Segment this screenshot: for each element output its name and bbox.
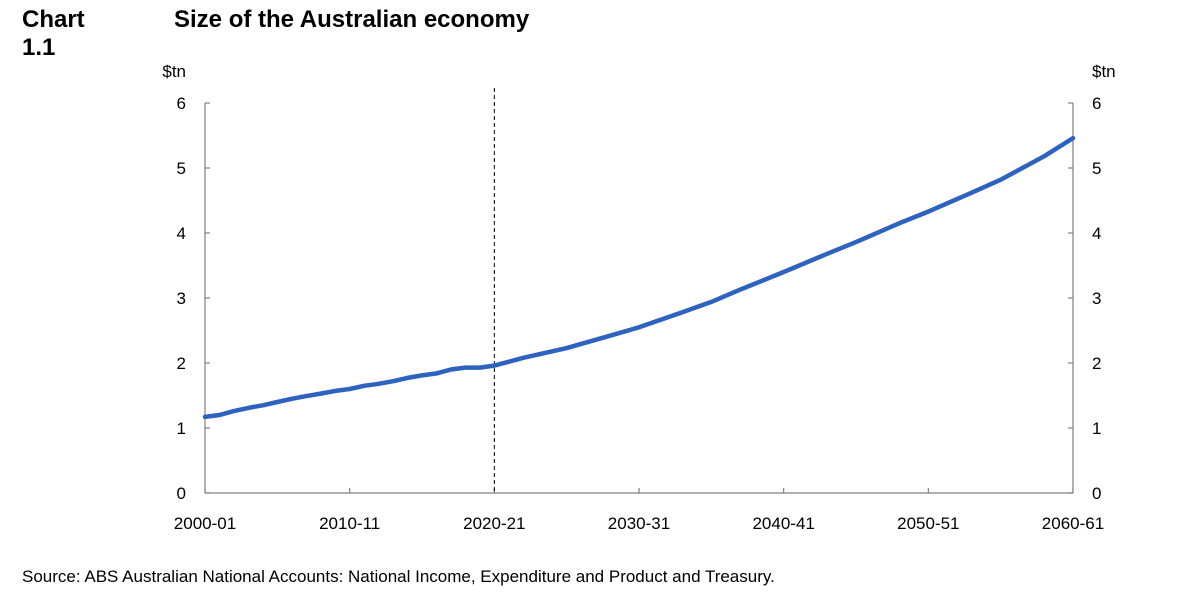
y-tick-label-left: 3 (177, 289, 186, 308)
series-line-0 (202, 135, 1076, 420)
y-axis-unit-left: $tn (162, 62, 186, 81)
y-tick-label-right: 3 (1092, 289, 1101, 308)
y-tick-label-left: 4 (177, 224, 186, 243)
y-tick-label-right: 5 (1092, 159, 1101, 178)
x-tick-label: 2050-51 (897, 514, 959, 533)
y-tick-label-left: 2 (177, 354, 186, 373)
x-tick-label: 2060-61 (1042, 514, 1104, 533)
y-axis-unit-right: $tn (1092, 62, 1116, 81)
source-note: Source: ABS Australian National Accounts… (22, 567, 775, 586)
y-tick-label-left: 1 (177, 419, 186, 438)
y-tick-label-right: 2 (1092, 354, 1101, 373)
x-tick-label: 2020-21 (463, 514, 525, 533)
y-tick-label-left: 5 (177, 159, 186, 178)
chart-number-label: Chart 1.1 (22, 6, 85, 61)
x-tick-label: 2000-01 (174, 514, 236, 533)
x-tick-label: 2030-31 (608, 514, 670, 533)
y-tick-label-right: 6 (1092, 94, 1101, 113)
y-tick-label-right: 4 (1092, 224, 1101, 243)
y-tick-label-right: 0 (1092, 484, 1101, 503)
x-tick-label: 2040-41 (752, 514, 814, 533)
y-tick-label-right: 1 (1092, 419, 1101, 438)
y-tick-label-left: 6 (177, 94, 186, 113)
chart-title: Size of the Australian economy (174, 6, 530, 33)
line-chart: 0 0 1 1 2 2 3 3 4 4 5 5 6 6 $tn $tn 2000-01 2010-11 2020-2… (162, 62, 1116, 533)
y-tick-label-left: 0 (177, 484, 186, 503)
x-tick-label: 2010-11 (319, 514, 380, 533)
